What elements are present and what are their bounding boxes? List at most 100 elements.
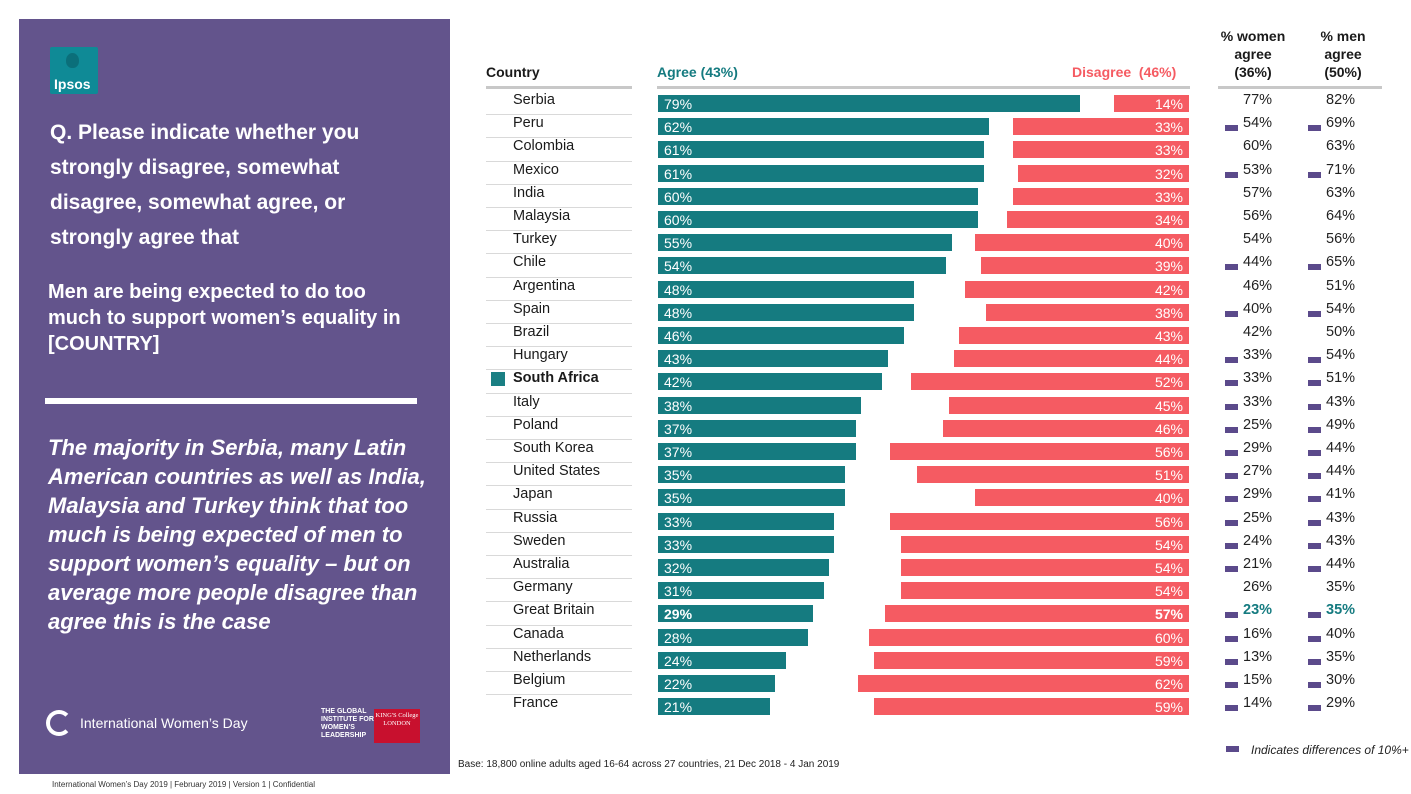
row-divider [486, 508, 632, 510]
country-label-germany: Germany [513, 579, 573, 596]
agree-bar-mexico: 61% [658, 164, 984, 182]
agree-bar-canada: 28% [658, 628, 808, 646]
country-label-argentina: Argentina [513, 277, 576, 294]
footer-text: International Women’s Day 2019 | Februar… [52, 780, 315, 789]
men-agree-peru: 69% [1326, 115, 1356, 132]
agree-value-great-britain: 29% [664, 606, 693, 623]
disagree-bar-sweden: 54% [900, 535, 1189, 553]
disagree-bar-russia: 56% [889, 512, 1189, 530]
women-agree-south-africa: 33% [1243, 370, 1273, 387]
disagree-value-colombia: 33% [1154, 142, 1183, 159]
giwl-logo: THE GLOBAL INSTITUTE FOR WOMEN'S LEADERS… [321, 708, 374, 739]
agree-bar-turkey: 55% [658, 234, 952, 252]
iwd-logo: International Women’s Day [46, 710, 248, 736]
men-agree-argentina: 51% [1326, 277, 1356, 294]
agree-value-germany: 31% [664, 583, 693, 600]
agree-value-argentina: 48% [664, 281, 693, 298]
men-agree-france: 29% [1326, 695, 1356, 712]
disagree-bar-belgium: 62% [857, 675, 1189, 692]
row-divider [486, 207, 632, 208]
women-agree-russia: 25% [1243, 509, 1273, 526]
men-diff-marker-icon [1308, 171, 1321, 178]
row-divider [486, 230, 632, 232]
disagree-bar-chile: 39% [980, 257, 1189, 275]
men-diff-marker-icon [1308, 705, 1321, 712]
country-label-australia: Australia [513, 556, 570, 572]
agree-bar-germany: 31% [658, 582, 824, 600]
men-agree-spain: 54% [1326, 300, 1356, 317]
row-divider [486, 624, 632, 626]
disagree-bar-japan: 40% [975, 489, 1189, 507]
agree-bar-chile: 54% [658, 257, 947, 275]
disagree-value-hungary: 44% [1154, 351, 1183, 368]
disagree-bar-poland: 46% [943, 419, 1189, 437]
header-women: % women agree (36%) [1215, 27, 1291, 81]
women-diff-marker-icon [1225, 357, 1238, 364]
women-agree-hungary: 33% [1243, 347, 1273, 364]
agree-bar-france: 21% [658, 698, 771, 716]
disagree-bar-argentina: 42% [964, 280, 1189, 298]
women-diff-marker-icon [1225, 380, 1238, 387]
men-agree-south-korea: 44% [1326, 440, 1356, 456]
row-divider [486, 601, 632, 603]
legend-text: Indicates differences of 10%+ [1251, 743, 1409, 757]
disagree-value-malaysia: 34% [1154, 212, 1183, 228]
women-diff-marker-icon [1225, 125, 1238, 132]
header-men-line2: agree [1324, 46, 1362, 62]
agree-bar-spain: 48% [658, 303, 915, 321]
iwd-label: International Women’s Day [80, 715, 248, 731]
country-label-russia: Russia [513, 509, 558, 526]
agree-value-belgium: 22% [664, 676, 693, 692]
men-diff-marker-icon [1308, 357, 1321, 364]
men-diff-marker-icon [1308, 264, 1321, 271]
agree-value-sweden: 33% [664, 536, 693, 553]
women-diff-marker-icon [1225, 171, 1238, 178]
country-label-serbia: Serbia [513, 92, 555, 108]
country-label-sweden: Sweden [513, 532, 566, 549]
women-agree-turkey: 54% [1243, 231, 1273, 248]
men-agree-great-britain: 35% [1326, 602, 1356, 619]
agree-bar-india: 60% [658, 187, 979, 205]
agree-value-netherlands: 24% [664, 652, 693, 669]
women-diff-marker-icon [1225, 705, 1238, 712]
agree-bar-japan: 35% [658, 489, 845, 507]
ipsos-logo-text: Ipsos [54, 76, 91, 92]
men-agree-turkey: 56% [1326, 231, 1356, 248]
iwd-circle-icon [46, 710, 72, 736]
women-agree-argentina: 46% [1243, 277, 1273, 294]
row-divider [486, 323, 632, 324]
country-label-brazil: Brazil [513, 324, 550, 340]
country-label-india: India [513, 184, 545, 201]
agree-value-malaysia: 60% [664, 212, 693, 228]
header-rule-bars [657, 86, 1190, 89]
disagree-value-france: 59% [1154, 699, 1183, 716]
men-diff-marker-icon [1308, 635, 1321, 642]
men-diff-marker-icon [1308, 612, 1321, 619]
men-agree-italy: 43% [1326, 393, 1356, 410]
disagree-bar-serbia: 14% [1114, 95, 1189, 112]
agree-bar-serbia: 79% [658, 95, 1080, 112]
women-diff-marker-icon [1225, 612, 1238, 619]
header-disagree: Disagree (46%) [1072, 64, 1177, 80]
country-label-chile: Chile [513, 254, 547, 271]
men-diff-marker-icon [1308, 450, 1321, 456]
men-diff-marker-icon [1308, 380, 1321, 387]
header-women-line3: (36%) [1234, 64, 1272, 80]
agree-bar-colombia: 61% [658, 141, 984, 159]
country-label-peru: Peru [513, 115, 544, 132]
men-agree-serbia: 82% [1326, 92, 1356, 108]
agree-value-peru: 62% [664, 119, 693, 136]
disagree-bar-colombia: 33% [1012, 141, 1189, 159]
agree-bar-belgium: 22% [658, 675, 776, 692]
disagree-bar-peru: 33% [1012, 118, 1189, 136]
agree-value-turkey: 55% [664, 235, 693, 252]
row-divider [486, 415, 632, 417]
disagree-value-great-britain: 57% [1154, 606, 1183, 623]
panel-divider [45, 398, 417, 404]
men-agree-chile: 65% [1326, 254, 1356, 271]
men-agree-colombia: 63% [1326, 138, 1356, 155]
disagree-value-brazil: 43% [1154, 328, 1183, 344]
header-rule-gender [1218, 86, 1382, 89]
question-text: Q. Please indicate whether you strongly … [50, 121, 360, 249]
men-agree-australia: 44% [1326, 556, 1356, 572]
